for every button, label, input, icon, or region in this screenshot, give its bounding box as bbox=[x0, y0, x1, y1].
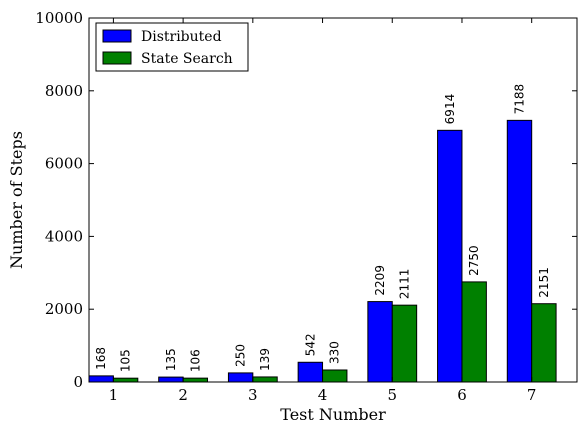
value-label-distributed-test-7: 7188 bbox=[512, 84, 526, 115]
bar-state-search-test-3 bbox=[252, 376, 278, 383]
x-axis-title: Test Number bbox=[280, 405, 386, 424]
legend-label-distributed: Distributed bbox=[141, 29, 222, 45]
y-tick-label: 10000 bbox=[35, 9, 83, 27]
bar-distributed-test-6 bbox=[437, 129, 463, 383]
value-label-state-search-test-5: 2111 bbox=[397, 269, 411, 300]
ticks-layer bbox=[89, 17, 577, 383]
bar-state-search-test-2 bbox=[182, 377, 209, 383]
x-tick-label: 7 bbox=[527, 386, 537, 404]
value-labels-layer: 168 135 250 542 2209 6914 7188 105 106 139 330 2111… bbox=[94, 84, 551, 372]
bar-distributed-test-3 bbox=[227, 372, 254, 383]
bar-state-search-test-4 bbox=[322, 369, 348, 383]
value-label-state-search-test-7: 2151 bbox=[537, 267, 551, 298]
y-tick-labels: 0 2000 4000 6000 8000 10000 bbox=[35, 9, 83, 391]
value-label-state-search-test-2: 106 bbox=[188, 349, 202, 372]
value-label-distributed-test-1: 168 bbox=[94, 347, 108, 370]
x-tick-label: 3 bbox=[248, 386, 258, 404]
value-label-distributed-test-6: 6914 bbox=[443, 94, 457, 125]
value-label-state-search-test-4: 330 bbox=[328, 341, 342, 364]
x-tick-label: 2 bbox=[178, 386, 188, 404]
y-axis-title: Number of Steps bbox=[7, 131, 26, 269]
legend-swatch-distributed bbox=[102, 29, 132, 43]
x-tick-label: 6 bbox=[457, 386, 467, 404]
y-tick-label: 6000 bbox=[45, 155, 83, 173]
value-label-state-search-test-6: 2750 bbox=[467, 245, 481, 276]
y-tick-label: 4000 bbox=[45, 227, 83, 245]
bar-state-search-test-1 bbox=[112, 377, 139, 383]
value-label-distributed-test-3: 250 bbox=[234, 344, 248, 367]
x-tick-label: 4 bbox=[318, 386, 328, 404]
legend-label-state-search: State Search bbox=[141, 51, 233, 67]
y-tick-label: 2000 bbox=[45, 300, 83, 318]
bar-distributed-test-5 bbox=[367, 301, 393, 383]
bar-distributed-test-7 bbox=[506, 119, 533, 383]
x-tick-label: 5 bbox=[387, 386, 397, 404]
bar-distributed-test-1 bbox=[88, 375, 114, 383]
x-tick-labels: 1 2 3 4 5 6 7 bbox=[109, 386, 537, 404]
value-label-distributed-test-5: 2209 bbox=[373, 265, 387, 296]
bar-state-search-test-6 bbox=[461, 281, 487, 383]
legend: Distributed State Search bbox=[95, 22, 249, 72]
bar-state-search-test-5 bbox=[391, 304, 418, 383]
x-tick-label: 1 bbox=[109, 386, 119, 404]
bar-distributed-test-4 bbox=[297, 361, 324, 383]
y-tick-label: 8000 bbox=[45, 82, 83, 100]
bar-distributed-test-2 bbox=[158, 376, 184, 383]
plot-frame bbox=[88, 17, 578, 383]
value-label-distributed-test-2: 135 bbox=[164, 348, 178, 371]
legend-swatch-state-search bbox=[102, 51, 132, 65]
value-label-distributed-test-4: 542 bbox=[303, 333, 317, 356]
y-tick-label: 0 bbox=[73, 373, 83, 391]
bar-state-search-test-7 bbox=[531, 303, 557, 383]
bars-layer bbox=[88, 119, 557, 383]
value-label-state-search-test-1: 105 bbox=[119, 349, 133, 372]
value-label-state-search-test-3: 139 bbox=[258, 348, 272, 371]
